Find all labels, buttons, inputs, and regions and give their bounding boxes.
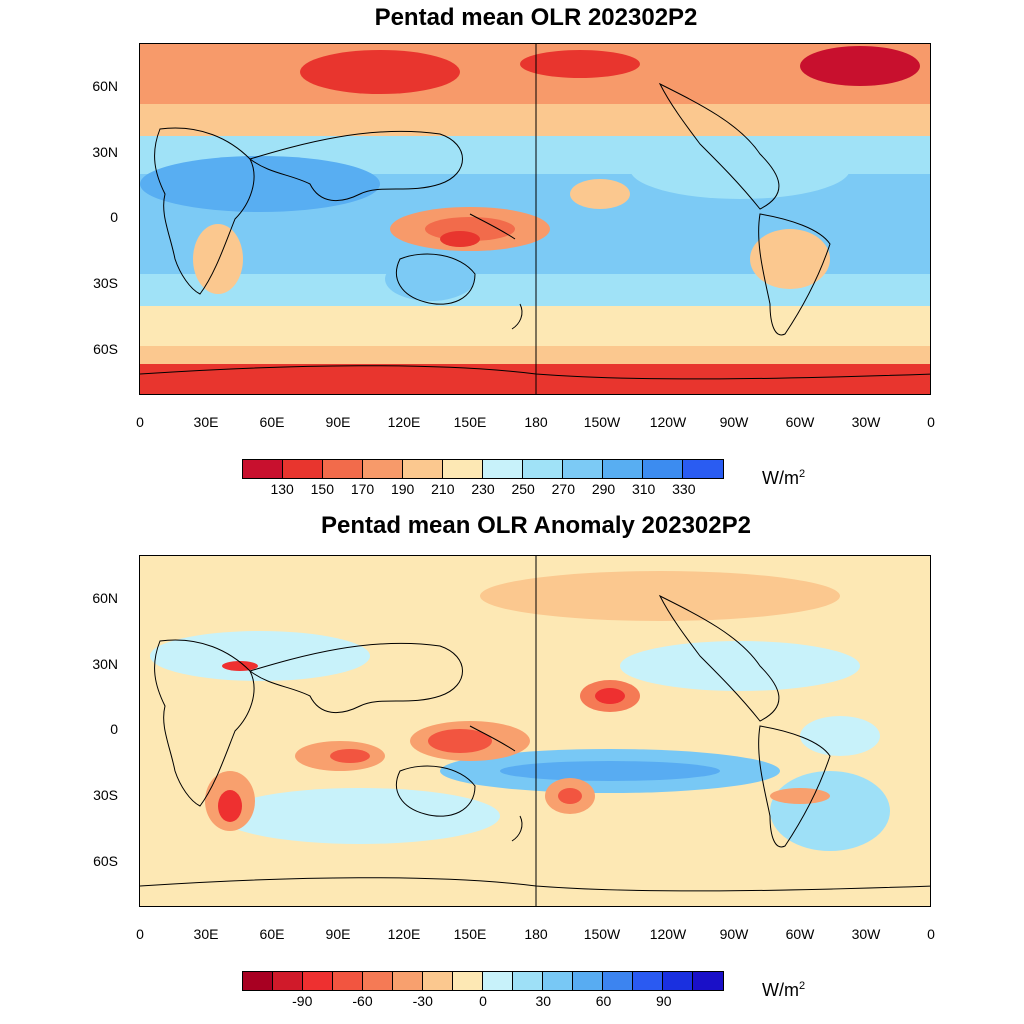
bottom-colorbar-segment <box>423 972 453 990</box>
lon-label: 0 <box>136 414 144 430</box>
lon-label: 150E <box>453 414 487 430</box>
bottom-colorbar-segment <box>303 972 333 990</box>
bottom-anomaly-map <box>139 555 931 907</box>
lon-label: 60W <box>785 926 815 942</box>
lon-label: 0 <box>927 414 935 430</box>
top-colorbar-segment <box>443 460 483 478</box>
bottom-colorbar-tick-label: 0 <box>479 993 487 1009</box>
lat-label: 30S <box>93 787 118 803</box>
lon-label: 60E <box>259 414 285 430</box>
lat-label: 60N <box>92 78 118 94</box>
lon-label: 60E <box>259 926 285 942</box>
top-map-panel: Pentad mean OLR 202302P2 <box>92 4 935 497</box>
top-colorbar-segment <box>683 460 723 478</box>
lon-label: 90W <box>719 414 749 430</box>
bottom-colorbar <box>242 971 724 991</box>
bottom-colorbar-tick-label: 90 <box>655 993 672 1009</box>
bottom-colorbar-tick-label: 60 <box>595 993 612 1009</box>
bottom-unit-label: W/m2 <box>762 980 805 1001</box>
bottom-unit-base: W/m <box>762 980 799 1000</box>
bottom-colorbar-segment <box>663 972 693 990</box>
top-map-title: Pentad mean OLR 202302P2 <box>374 4 698 31</box>
bottom-colorbar-segment <box>633 972 663 990</box>
top-colorbar-segment <box>483 460 523 478</box>
lon-label: 30W <box>851 926 881 942</box>
bottom-colorbar-tick-label: -30 <box>412 993 433 1009</box>
lon-label: 90E <box>325 414 351 430</box>
bottom-colorbar-tick-label: 30 <box>535 993 552 1009</box>
lon-label: 90W <box>719 926 749 942</box>
lat-label: 60S <box>93 853 118 869</box>
lon-label: 120W <box>649 414 687 430</box>
lat-label: 60N <box>92 590 118 606</box>
bottom-unit-sup: 2 <box>798 980 806 992</box>
lon-label: 30E <box>193 926 219 942</box>
bottom-map-title: Pentad mean OLR Anomaly 202302P2 <box>321 512 751 539</box>
bottom-colorbar-segment <box>693 972 723 990</box>
top-olr-field <box>140 44 930 394</box>
lon-label: 0 <box>927 926 935 942</box>
top-colorbar-tick-label: 250 <box>511 481 535 497</box>
bottom-colorbar-segment <box>483 972 513 990</box>
bottom-colorbar-segment <box>273 972 303 990</box>
lat-label: 0 <box>110 721 118 737</box>
lat-label: 30N <box>92 656 118 672</box>
top-colorbar-tick-label: 330 <box>672 481 696 497</box>
bottom-colorbar-segment <box>573 972 603 990</box>
bottom-colorbar-segment <box>453 972 483 990</box>
lon-label: 180 <box>524 414 548 430</box>
top-colorbar-tick-label: 170 <box>350 481 375 497</box>
bottom-map-panel: Pentad mean OLR Anomaly 202302P2 <box>0 512 1024 1024</box>
bottom-anomaly-field <box>140 556 930 906</box>
bottom-colorbar-tick-label: -90 <box>292 993 313 1009</box>
lon-label: 150W <box>583 414 621 430</box>
bottom-colorbar-segment <box>603 972 633 990</box>
lon-label: 30E <box>193 414 219 430</box>
bottom-colorbar-segment <box>333 972 363 990</box>
lon-label: 60W <box>785 414 815 430</box>
lon-label: 90E <box>325 926 351 942</box>
top-colorbar-segment <box>523 460 563 478</box>
top-colorbar-segment <box>283 460 323 478</box>
top-colorbar <box>242 459 724 479</box>
top-colorbar-segment <box>323 460 363 478</box>
top-colorbar-segment <box>563 460 603 478</box>
top-colorbar-tick-label: 210 <box>431 481 455 497</box>
top-colorbar-segment <box>243 460 283 478</box>
bottom-colorbar-tick-label: -60 <box>352 993 373 1009</box>
bottom-colorbar-segment <box>513 972 543 990</box>
top-colorbar-tick-label: 190 <box>390 481 415 497</box>
top-unit-label: W/m2 <box>762 468 805 489</box>
top-colorbar-segment <box>363 460 403 478</box>
bottom-colorbar-segment <box>363 972 393 990</box>
lon-label: 0 <box>136 926 144 942</box>
lon-label: 120E <box>387 414 421 430</box>
top-colorbar-tick-label: 230 <box>471 481 495 497</box>
top-olr-map <box>139 43 931 395</box>
bottom-colorbar-segment <box>393 972 423 990</box>
top-colorbar-tick-label: 290 <box>591 481 616 497</box>
lat-label: 60S <box>93 341 118 357</box>
top-unit-base: W/m <box>762 468 799 488</box>
top-unit-sup: 2 <box>798 468 806 480</box>
lon-label: 30W <box>851 414 881 430</box>
lon-label: 180 <box>524 926 548 942</box>
bottom-colorbar-segment <box>243 972 273 990</box>
lat-label: 30N <box>92 144 118 160</box>
lat-label: 30S <box>93 275 118 291</box>
top-colorbar-segment <box>603 460 643 478</box>
lon-label: 150E <box>453 926 487 942</box>
top-colorbar-tick-label: 270 <box>551 481 575 497</box>
top-colorbar-tick-label: 150 <box>310 481 334 497</box>
lat-label: 0 <box>110 209 118 225</box>
lon-label: 150W <box>583 926 621 942</box>
lon-label: 120W <box>649 926 687 942</box>
lon-label: 120E <box>387 926 421 942</box>
bottom-colorbar-segment <box>543 972 573 990</box>
top-colorbar-segment <box>403 460 443 478</box>
top-colorbar-tick-label: 130 <box>270 481 294 497</box>
top-colorbar-segment <box>643 460 683 478</box>
top-colorbar-tick-label: 310 <box>631 481 656 497</box>
